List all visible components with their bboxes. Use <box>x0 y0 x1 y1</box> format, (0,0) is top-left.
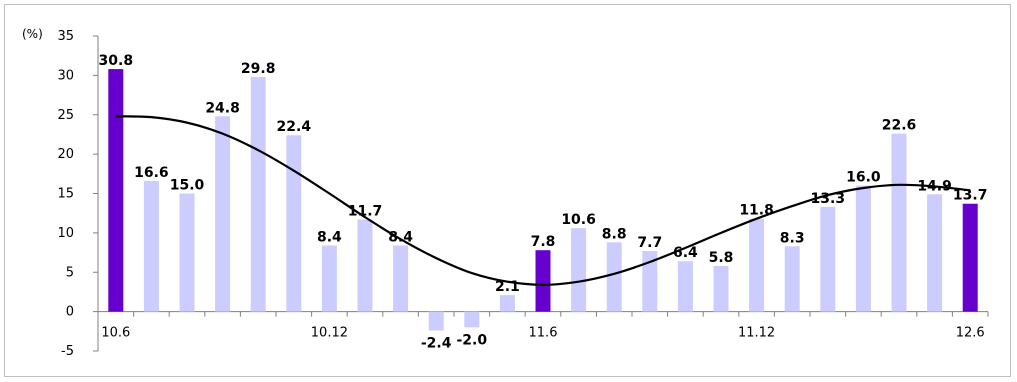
bar <box>571 228 587 312</box>
data-label: 16.6 <box>134 165 169 181</box>
data-label: 8.4 <box>317 229 342 245</box>
data-label: 29.8 <box>241 61 276 77</box>
bar <box>820 206 836 312</box>
bar <box>393 245 409 312</box>
data-label: 16.0 <box>846 170 881 186</box>
y-tick-label: 25 <box>57 108 74 123</box>
bar <box>179 193 195 312</box>
bar <box>215 116 231 312</box>
data-labels: 30.8 16.615.0 24.8 29.8 22.4 8.4 11.7 8.4 -2.4 -2… <box>99 53 988 351</box>
bar <box>677 261 693 312</box>
x-tick-label: 11.12 <box>738 326 775 341</box>
bar-highlight <box>108 69 124 312</box>
y-tick-label: 35 <box>57 29 74 44</box>
data-label: 11.7 <box>348 203 383 219</box>
data-label: 14.9 <box>917 178 952 194</box>
x-tick-label: 10.6 <box>101 326 130 341</box>
x-tick-label: 10.12 <box>311 326 348 341</box>
data-label: 7.8 <box>531 234 556 250</box>
y-tick-label: 15 <box>57 187 74 202</box>
y-tick-label: -5 <box>61 344 74 359</box>
unit-label: (%) <box>22 27 43 41</box>
trend-line <box>115 115 971 286</box>
data-label: 5.8 <box>709 250 734 266</box>
data-label: 22.6 <box>882 118 917 134</box>
bar-highlight <box>962 203 978 312</box>
y-tick-label: 5 <box>66 265 74 280</box>
bar <box>642 250 658 312</box>
bar <box>428 311 444 331</box>
data-label: 7.7 <box>637 235 662 251</box>
trend-line-group <box>115 115 971 286</box>
bar <box>464 311 480 328</box>
data-label: 8.8 <box>602 226 627 242</box>
y-tick-label: 0 <box>66 305 74 320</box>
x-tick-label: 11.6 <box>529 326 558 341</box>
bar <box>250 76 266 312</box>
y-tick-label: 30 <box>57 68 74 83</box>
data-label: 13.3 <box>811 191 846 207</box>
bar <box>499 295 515 312</box>
data-label: -2.0 <box>456 332 487 348</box>
bar <box>784 246 800 312</box>
y-tick-label: 20 <box>57 147 74 162</box>
data-label: 2.1 <box>495 279 520 295</box>
bar <box>143 180 159 312</box>
y-tick-label: 10 <box>57 226 74 241</box>
bars <box>108 69 978 331</box>
data-label: 8.3 <box>780 230 805 246</box>
bar <box>606 242 622 312</box>
data-label: 15.0 <box>170 178 205 194</box>
data-label: -2.4 <box>421 336 452 352</box>
data-label: 22.4 <box>277 119 312 135</box>
data-label: 6.4 <box>673 245 698 261</box>
data-label: 11.8 <box>739 203 774 219</box>
bar <box>891 133 907 312</box>
bar <box>286 135 302 312</box>
x-tick-label: 12.6 <box>956 326 985 341</box>
data-label: 30.8 <box>99 53 134 69</box>
bar <box>357 219 373 312</box>
data-label: 10.6 <box>561 212 596 228</box>
bar <box>855 185 871 312</box>
data-label: 13.7 <box>953 188 988 204</box>
bar <box>927 194 943 312</box>
bar-highlight <box>535 250 551 312</box>
bar <box>749 218 765 312</box>
bar <box>321 245 337 312</box>
data-label: 8.4 <box>388 229 413 245</box>
bar <box>713 265 729 312</box>
data-label: 24.8 <box>205 100 240 116</box>
